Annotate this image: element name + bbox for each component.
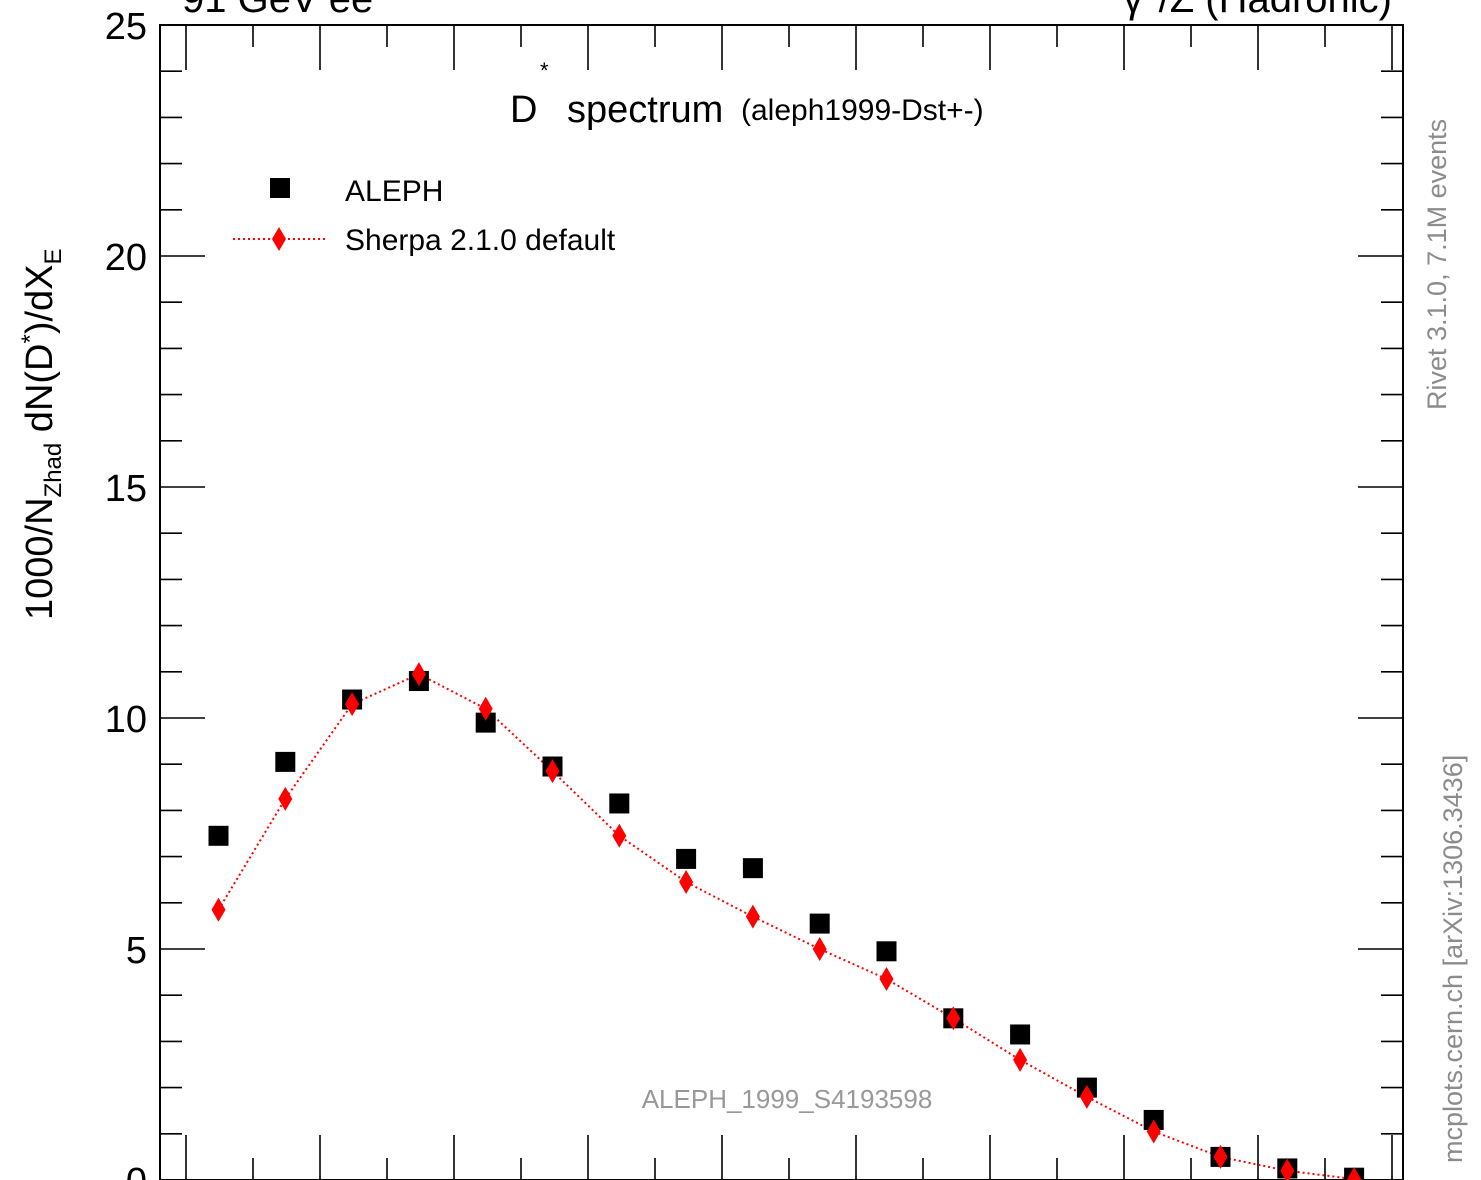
ylabel-sup: * <box>17 334 44 343</box>
aleph-point <box>1010 1024 1031 1045</box>
aleph-point <box>676 848 697 869</box>
title-superscript: * <box>540 58 549 83</box>
aleph-point <box>475 712 496 733</box>
sherpa-point <box>411 662 426 687</box>
sherpa-point <box>1213 1144 1228 1169</box>
sherpa-point <box>612 823 627 848</box>
y-tick-label: 5 <box>126 930 147 972</box>
title-particle: D <box>510 89 537 131</box>
sherpa-point <box>1013 1047 1028 1072</box>
title-word: spectrum <box>567 89 723 131</box>
sherpa-point <box>1347 1167 1362 1180</box>
sherpa-point <box>478 696 493 721</box>
sherpa-point <box>812 937 827 961</box>
header-right-text: γ*/Z (Hadronic) <box>1123 0 1392 21</box>
ylabel-prefix: 1000/N <box>19 497 61 620</box>
y-tick-label: 20 <box>105 237 147 279</box>
sherpa-point <box>1146 1119 1161 1144</box>
legend-label-sherpa: Sherpa 2.1.0 default <box>345 224 616 257</box>
aleph-point <box>275 751 296 772</box>
aleph-point <box>876 941 897 962</box>
ylabel-middle: dN(D <box>19 344 61 443</box>
plot-frame <box>159 24 1404 1180</box>
sherpa-line <box>217 672 1355 1180</box>
rivet-info-label: Rivet 3.1.0, 7.1M events <box>1422 119 1452 410</box>
aleph-point <box>609 793 630 814</box>
sherpa-point <box>1079 1084 1094 1109</box>
y-tick-label: 15 <box>105 468 147 510</box>
analysis-watermark: ALEPH_1999_S4193598 <box>642 1084 933 1114</box>
sherpa-point <box>545 759 560 784</box>
aleph-point <box>208 825 229 846</box>
legend-marker-aleph <box>270 178 290 198</box>
ylabel-sub: Zhad <box>40 443 67 498</box>
sherpa-point <box>278 786 293 811</box>
title-tag: (aleph1999-Dst+-) <box>741 94 984 127</box>
mcplots-info-label: mcplots.cern.ch [arXiv:1306.3436] <box>1438 755 1468 1163</box>
chart-title: D * spectrum (aleph1999-Dst+-) <box>510 58 984 131</box>
mc-line-group <box>217 672 1355 1180</box>
sherpa-point <box>879 967 894 992</box>
sherpa-point <box>211 897 226 922</box>
header-left-text: 91 GeV ee <box>182 0 373 21</box>
aleph-point <box>742 858 763 879</box>
aleph-point <box>809 913 830 934</box>
y-axis-label: 1000/NZhad dN(D*)/dXE <box>17 248 67 620</box>
sherpa-point <box>946 1006 961 1031</box>
ylabel-suffix: )/dX <box>19 264 61 334</box>
legend-label-aleph: ALEPH <box>345 175 443 208</box>
tick-marks <box>160 24 1403 1180</box>
y-tick-label: 0 <box>126 1161 147 1180</box>
sherpa-point <box>345 692 360 717</box>
y-tick-label: 25 <box>105 6 147 48</box>
sherpa-point <box>745 904 760 929</box>
legend-marker-sherpa <box>272 227 286 251</box>
y-tick-label: 10 <box>105 699 147 741</box>
sherpa-point <box>1280 1158 1295 1180</box>
legend: ALEPH Sherpa 2.1.0 default <box>233 175 616 257</box>
sherpa-point <box>679 870 694 895</box>
y-tick-labels: 0 5 10 15 20 25 <box>105 6 147 1180</box>
ylabel-sub2: E <box>40 248 67 264</box>
mc-points-group <box>211 662 1362 1180</box>
